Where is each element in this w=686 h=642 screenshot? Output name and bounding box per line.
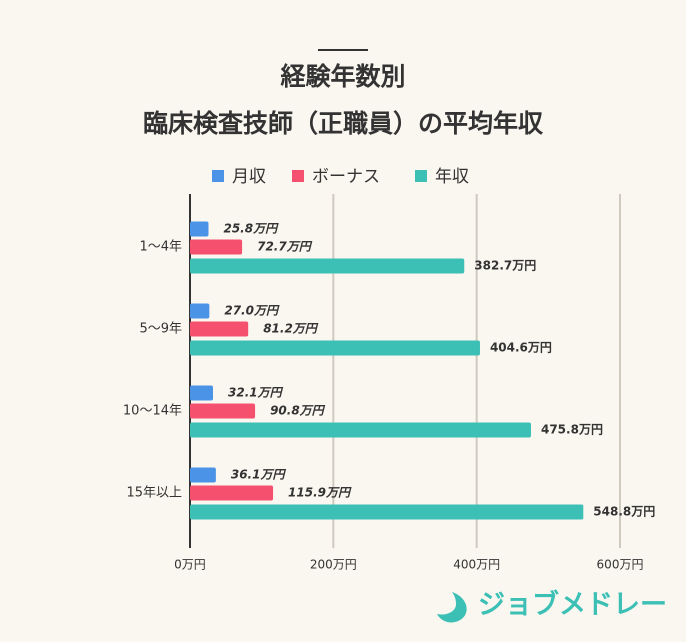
bar: [190, 403, 256, 419]
bar: [190, 385, 214, 401]
y-tick-label: 5〜9年: [139, 322, 182, 337]
x-tick-label: 600万円: [597, 558, 644, 572]
value-label: 27.0万円: [224, 304, 280, 318]
value-label: 382.7万円: [474, 259, 536, 273]
value-label: 475.8万円: [541, 423, 603, 437]
bar: [190, 321, 249, 337]
legend-swatch: [292, 170, 304, 182]
x-tick-label: 400万円: [453, 558, 500, 572]
value-label: 32.1万円: [228, 386, 284, 400]
value-label: 72.7万円: [257, 240, 313, 254]
bar: [190, 467, 216, 483]
bar: [190, 504, 584, 520]
x-tick-label: 200万円: [310, 558, 357, 572]
value-label: 81.2万円: [263, 322, 319, 336]
y-tick-label: 1〜4年: [139, 240, 182, 255]
bar: [190, 340, 480, 356]
legend-label: 月収: [232, 167, 266, 187]
value-label: 25.8万円: [223, 222, 279, 236]
bar: [190, 221, 209, 237]
bar: [190, 485, 274, 501]
logo-mark: [437, 592, 467, 623]
logo: ジョブメドレー: [437, 589, 667, 623]
value-label: 90.8万円: [270, 404, 326, 418]
bar: [190, 239, 243, 255]
chart-title: 臨床検査技師（正職員）の平均年収: [143, 109, 544, 138]
legend-swatch: [415, 170, 427, 182]
legend-swatch: [212, 170, 224, 182]
value-label: 115.9万円: [288, 486, 352, 500]
bar: [190, 258, 465, 274]
brand: ジョブメドレー: [478, 589, 667, 621]
bar: [190, 422, 531, 438]
y-tick-label: 15年以上: [126, 486, 182, 501]
legend-label: ボーナス: [312, 167, 380, 187]
x-tick-label: 0万円: [174, 558, 206, 572]
legend-label: 年収: [435, 167, 469, 187]
y-tick-label: 10〜14年: [123, 404, 182, 419]
chart-title: 経験年数別: [279, 62, 405, 91]
value-label: 36.1万円: [231, 468, 287, 482]
value-label: 548.8万円: [593, 505, 655, 519]
bar: [190, 303, 210, 319]
value-label: 404.6万円: [490, 341, 552, 355]
